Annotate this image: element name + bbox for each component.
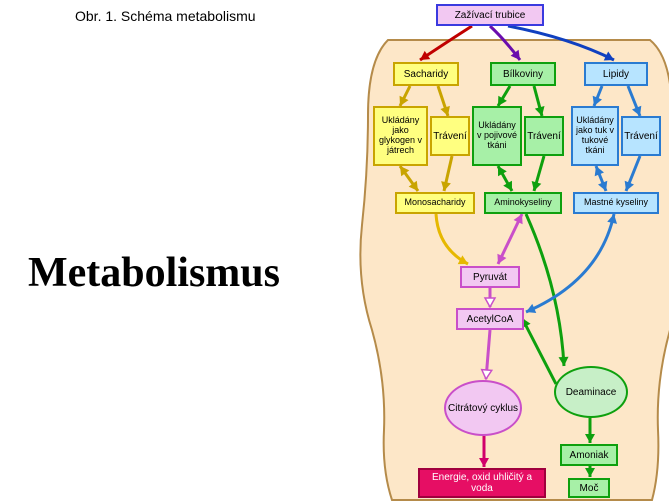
node-energie: Energie, oxid uhličitý a voda <box>418 468 546 498</box>
figure-caption: Obr. 1. Schéma metabolismu <box>75 8 256 24</box>
node-zazivaci: Zažívací trubice <box>436 4 544 26</box>
node-uklad_poj: Ukládány v pojivové tkáni <box>472 106 522 166</box>
node-sacharidy: Sacharidy <box>393 62 459 86</box>
node-bilkoviny-label: Bílkoviny <box>503 69 543 80</box>
node-pyruvat: Pyruvát <box>460 266 520 288</box>
node-uklad_tuk-label: Ukládány jako tuk v tukové tkáni <box>575 116 615 156</box>
node-sacharidy-label: Sacharidy <box>404 69 448 80</box>
node-uklad_poj-label: Ukládány v pojivové tkáni <box>476 121 518 151</box>
node-deamin-label: Deaminace <box>566 387 617 398</box>
node-amoniak: Amoniak <box>560 444 618 466</box>
node-moc: Moč <box>568 478 610 498</box>
node-monosach: Monosacharidy <box>395 192 475 214</box>
node-mastnek: Mastné kyseliny <box>573 192 659 214</box>
node-moc-label: Moč <box>580 483 599 494</box>
node-traveni_l-label: Trávení <box>624 131 658 142</box>
node-monosach-label: Monosacharidy <box>404 198 465 208</box>
node-traveni_b: Trávení <box>524 116 564 156</box>
node-mastnek-label: Mastné kyseliny <box>584 198 648 208</box>
node-aminok-label: Aminokyseliny <box>494 198 552 208</box>
node-bilkoviny: Bílkoviny <box>490 62 556 86</box>
node-lipidy-label: Lipidy <box>603 69 629 80</box>
node-pyruvat-label: Pyruvát <box>473 272 507 283</box>
page-title: Metabolismus <box>28 249 280 297</box>
node-deamin: Deaminace <box>554 366 628 418</box>
node-uklad_glyk: Ukládány jako glykogen v játrech <box>373 106 428 166</box>
node-amoniak-label: Amoniak <box>570 450 609 461</box>
node-uklad_glyk-label: Ukládány jako glykogen v játrech <box>377 116 424 156</box>
node-citrat-label: Citrátový cyklus <box>448 403 518 414</box>
node-traveni_b-label: Trávení <box>527 131 561 142</box>
node-acetyl: AcetylCoA <box>456 308 524 330</box>
node-energie-label: Energie, oxid uhličitý a voda <box>422 472 542 494</box>
node-traveni_s: Trávení <box>430 116 470 156</box>
node-uklad_tuk: Ukládány jako tuk v tukové tkáni <box>571 106 619 166</box>
node-lipidy: Lipidy <box>584 62 648 86</box>
node-zazivaci-label: Zažívací trubice <box>455 10 526 21</box>
node-traveni_s-label: Trávení <box>433 131 467 142</box>
node-acetyl-label: AcetylCoA <box>467 314 514 325</box>
node-traveni_l: Trávení <box>621 116 661 156</box>
node-citrat: Citrátový cyklus <box>444 380 522 436</box>
node-aminok: Aminokyseliny <box>484 192 562 214</box>
